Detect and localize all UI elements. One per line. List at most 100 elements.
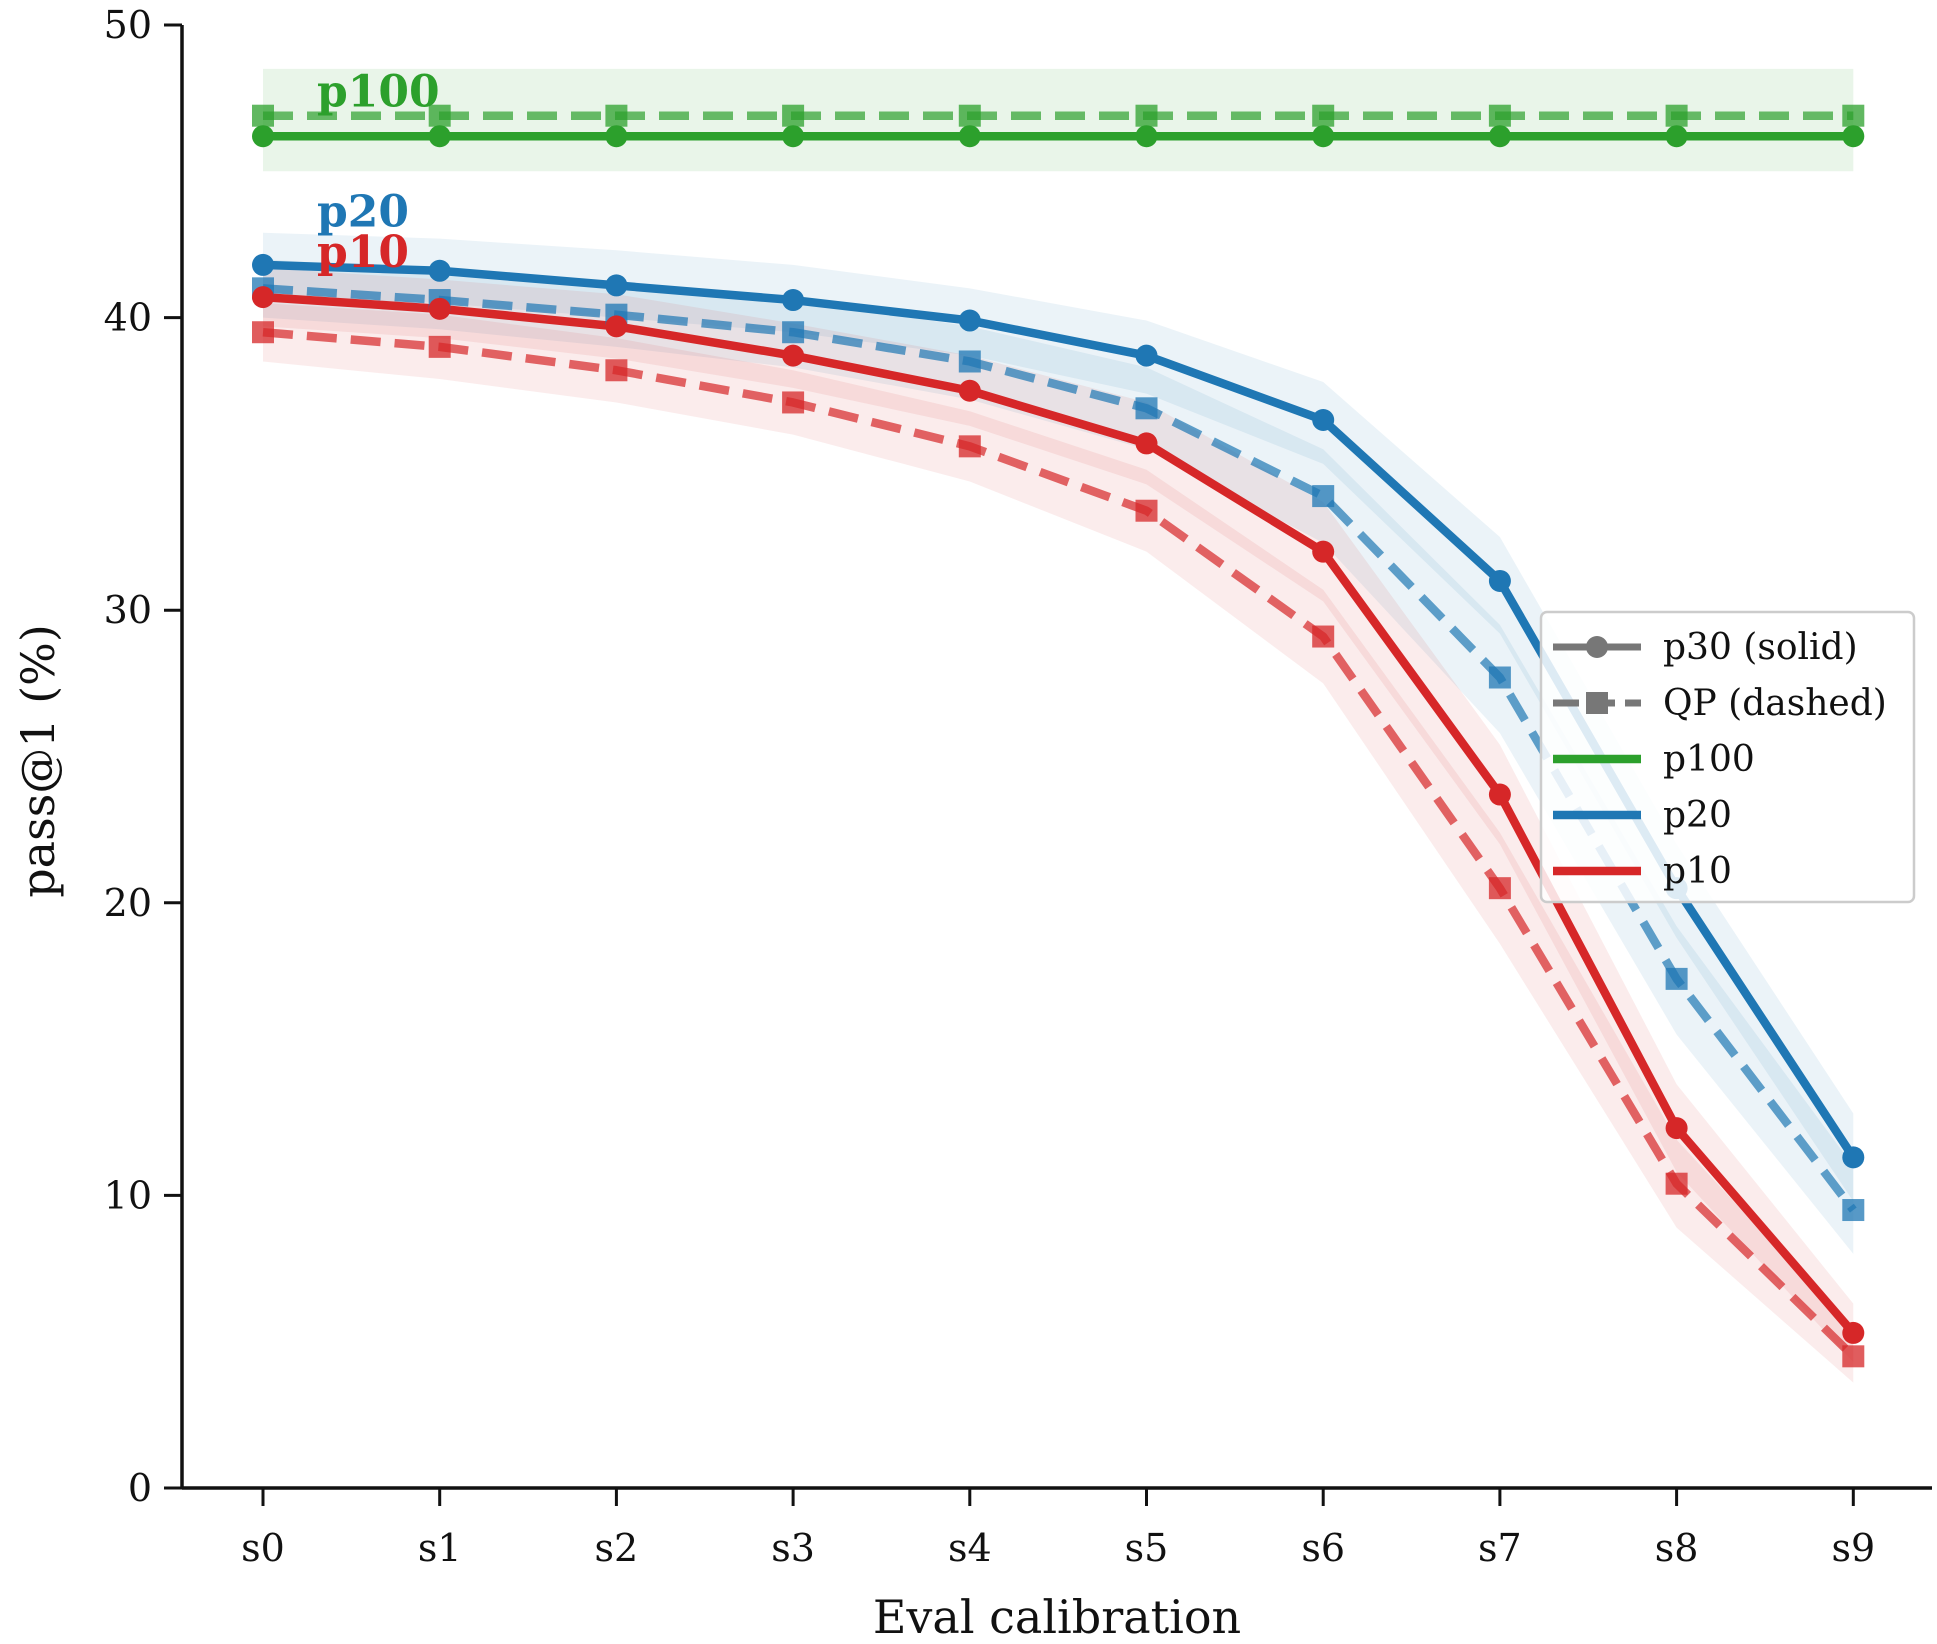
marker-p10-qp-s4 (958, 435, 981, 458)
marker-p100-p30-s8 (1665, 125, 1688, 148)
marker-p20-qp-s9 (1842, 1199, 1865, 1222)
x-tick-label-s9: s9 (1831, 1526, 1875, 1570)
legend: p30 (solid) QP (dashed) p100 p20 p10 (1539, 610, 1916, 904)
legend-item-p100: p100 (1553, 739, 1755, 780)
marker-p100-qp-s6 (1312, 104, 1335, 127)
marker-p10-p30-s9 (1842, 1321, 1865, 1344)
confidence-bands (263, 68, 1854, 1383)
band-p10-4 (263, 267, 1854, 1363)
marker-p20-p30-s4 (958, 309, 981, 332)
marker-p20-p30-s7 (1488, 569, 1511, 592)
marker-p100-qp-s4 (958, 104, 981, 127)
legend-item-p20: p20 (1553, 795, 1732, 836)
y-tick-label: 10 (104, 1173, 152, 1217)
marker-p10-qp-s6 (1312, 625, 1335, 648)
marker-p10-qp-s3 (782, 391, 805, 414)
marker-p20-qp-s3 (782, 321, 805, 344)
marker-p20-qp-s8 (1665, 967, 1688, 990)
marker-p20-qp-s6 (1312, 485, 1335, 508)
marker-p10-qp-s7 (1488, 877, 1511, 900)
marker-p10-p30-s4 (958, 379, 981, 402)
marker-p20-p30-s5 (1135, 344, 1158, 367)
marker-p100-p30-s2 (605, 125, 628, 148)
marker-p100-qp-s8 (1665, 104, 1688, 127)
x-tick-label-s5: s5 (1125, 1526, 1169, 1570)
marker-p100-p30-s1 (428, 125, 451, 148)
legend-label: QP (dashed) (1663, 683, 1887, 724)
marker-p100-qp-s2 (605, 104, 628, 127)
legend-item-qp: QP (dashed) (1553, 683, 1887, 724)
annotation-p100: p100 (317, 66, 440, 117)
x-axis-label: Eval calibration (873, 1590, 1241, 1644)
x-tick-label-s4: s4 (948, 1526, 992, 1570)
marker-p10-p30-s7 (1488, 783, 1511, 806)
legend-label: p100 (1663, 739, 1755, 780)
line-p10-qp (262, 327, 1857, 1360)
legend-label: p30 (solid) (1663, 627, 1858, 668)
marker-p20-qp-s5 (1135, 397, 1158, 420)
x-tick-label-s0: s0 (241, 1526, 285, 1570)
y-tick-label: 40 (104, 296, 152, 340)
marker-p20-p30-s9 (1842, 1146, 1865, 1169)
marker-p20-p30-s3 (782, 289, 805, 312)
marker-p20-p30-s0 (252, 253, 274, 276)
marker-p10-p30-s6 (1312, 540, 1335, 563)
band-p20-3 (263, 259, 1854, 1254)
band-p100-1 (263, 69, 1853, 171)
marker-p20-p30-s2 (605, 274, 628, 297)
y-tick-label: 30 (104, 588, 152, 632)
legend-label: p10 (1663, 851, 1732, 892)
marker-p100-qp-s1 (428, 104, 451, 127)
marker-p10-qp-s8 (1665, 1172, 1688, 1195)
marker-p100-qp-s5 (1135, 104, 1158, 127)
series-markers (252, 104, 1865, 1368)
legend-label: p20 (1663, 795, 1732, 836)
annotation-p20: p20 (317, 186, 409, 237)
marker-p10-qp-s2 (605, 359, 628, 382)
legend-item-p10: p10 (1553, 851, 1732, 892)
x-tick-label-s7: s7 (1478, 1526, 1522, 1570)
line-p10-p30 (262, 292, 1857, 1336)
y-tick-label: 20 (104, 881, 152, 925)
marker-p100-qp-s7 (1488, 104, 1511, 127)
marker-p100-p30-s7 (1488, 125, 1511, 148)
marker-p10-p30-s2 (605, 315, 628, 338)
x-tick-label-s6: s6 (1301, 1526, 1345, 1570)
marker-p20-qp-s7 (1488, 666, 1511, 689)
legend-square-marker (1586, 692, 1608, 714)
marker-p100-p30-s3 (782, 125, 805, 148)
y-tick-label: 50 (104, 3, 152, 47)
x-tick-label-s3: s3 (771, 1526, 815, 1570)
marker-p10-qp-s9 (1842, 1345, 1865, 1368)
marker-p100-p30-s9 (1842, 125, 1865, 148)
marker-p10-p30-s0 (252, 286, 274, 309)
marker-p20-p30-s1 (428, 259, 451, 282)
marker-p10-qp-s0 (252, 321, 274, 344)
marker-p10-qp-s1 (428, 335, 451, 358)
marker-p10-p30-s3 (782, 344, 805, 367)
y-axis-label: pass@1 (%) (11, 624, 65, 898)
marker-p100-qp-s0 (252, 104, 274, 127)
x-tick-label-s1: s1 (418, 1526, 462, 1570)
band-p100-0 (263, 68, 1854, 172)
x-tick-label-s8: s8 (1655, 1526, 1699, 1570)
marker-p100-qp-s9 (1842, 104, 1865, 127)
axes: 0 10 20 30 40 50 s0 s1 s2 s3 s4 s5 s6 s7 s8 s9 (104, 3, 1932, 1570)
legend-item-p30: p30 (solid) (1553, 627, 1858, 668)
marker-p10-p30-s1 (428, 297, 451, 320)
marker-p20-qp-s4 (958, 350, 981, 373)
marker-p100-p30-s0 (252, 125, 274, 148)
marker-p100-p30-s4 (958, 125, 981, 148)
legend-circle-marker (1586, 636, 1608, 658)
marker-p10-qp-s5 (1135, 499, 1158, 522)
x-tick-label-s2: s2 (595, 1526, 639, 1570)
marker-p10-p30-s8 (1665, 1117, 1688, 1140)
marker-p100-p30-s5 (1135, 125, 1158, 148)
legend-box (1539, 610, 1916, 904)
marker-p100-p30-s6 (1312, 125, 1335, 148)
annotation-p10: p10 (317, 227, 409, 278)
marker-p10-p30-s5 (1135, 432, 1158, 455)
